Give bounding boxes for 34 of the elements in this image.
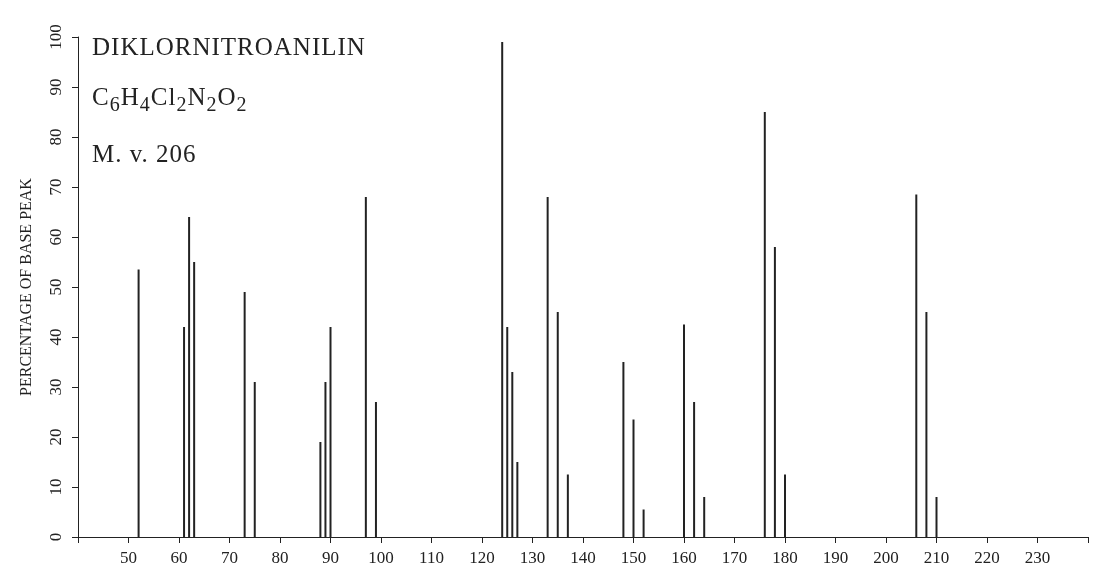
y-axis-title: PERCENTAGE OF BASE PEAK (16, 177, 34, 396)
x-tick-label: 180 (772, 548, 798, 567)
x-tick-label: 70 (221, 548, 238, 567)
x-tick-label: 170 (721, 548, 748, 567)
y-tick-label: 80 (46, 128, 65, 146)
x-tick-label: 190 (822, 548, 849, 567)
annotation: M. v. 206 (92, 139, 198, 169)
chart-title: DIKLORNITROANILIN (92, 32, 366, 62)
text: C$_{6}$H$_{4}$Cl$_{2}$N$_{2}$O$_{2}$ (92, 83, 248, 115)
x-tick-label: 140 (570, 548, 596, 567)
x-tick-label: 210 (923, 548, 950, 567)
y-tick-label: 60 (46, 228, 65, 246)
y-tick-label: 30 (46, 378, 65, 396)
y-tick-label: 90 (46, 78, 65, 96)
x-tick-label: 90 (322, 548, 339, 567)
x-tick-label: 130 (519, 548, 546, 567)
y-tick-label: 0 (46, 532, 65, 542)
x-tick-label: 230 (1024, 548, 1051, 567)
y-tick-label: 40 (46, 328, 65, 346)
x-tick-label: 50 (120, 548, 137, 567)
x-tick-label: 160 (671, 548, 697, 567)
x-tick-label: 220 (974, 548, 1000, 567)
y-tick-label: 10 (46, 478, 65, 496)
x-tick-label: 60 (170, 548, 188, 567)
y-tick-label: 70 (46, 178, 65, 196)
x-tick-label: 150 (620, 548, 647, 567)
x-tick-label: 80 (271, 548, 289, 567)
x-tick-label: 120 (469, 548, 495, 567)
y-tick-label: 50 (46, 278, 65, 296)
x-tick-label: 100 (368, 548, 394, 567)
x-tick-label: 110 (419, 548, 444, 567)
y-tick-label: 20 (46, 428, 65, 446)
x-tick-label: 200 (873, 548, 899, 567)
y-tick-label: 100 (46, 24, 65, 50)
